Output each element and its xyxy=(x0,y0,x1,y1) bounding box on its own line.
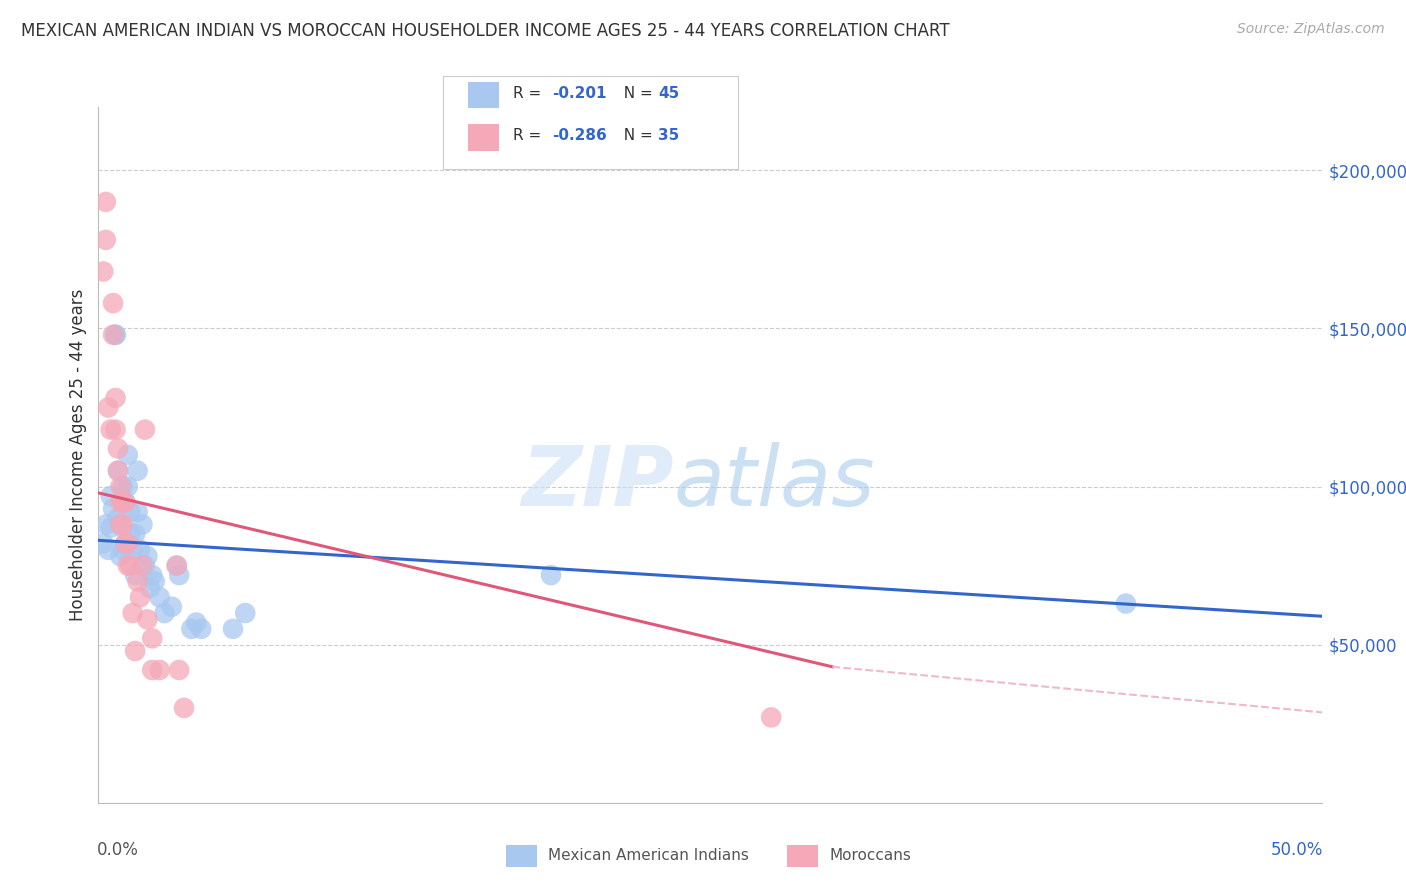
Point xyxy=(107,464,129,478)
Text: 35: 35 xyxy=(658,128,679,144)
Point xyxy=(167,663,190,677)
Point xyxy=(107,442,129,456)
Text: MEXICAN AMERICAN INDIAN VS MOROCCAN HOUSEHOLDER INCOME AGES 25 - 44 YEARS CORREL: MEXICAN AMERICAN INDIAN VS MOROCCAN HOUS… xyxy=(21,22,949,40)
Point xyxy=(121,542,143,557)
Point xyxy=(101,296,124,310)
Point xyxy=(134,423,156,437)
Point xyxy=(127,505,149,519)
Point xyxy=(143,574,166,589)
Point xyxy=(1115,597,1137,611)
Point xyxy=(114,536,136,550)
Point xyxy=(121,606,143,620)
Point xyxy=(540,568,562,582)
Point xyxy=(91,536,114,550)
Point xyxy=(131,558,153,573)
Point xyxy=(110,549,132,563)
Point xyxy=(149,591,172,605)
Text: Source: ZipAtlas.com: Source: ZipAtlas.com xyxy=(1237,22,1385,37)
Text: ZIP: ZIP xyxy=(520,442,673,524)
Point xyxy=(107,511,129,525)
Point xyxy=(110,479,132,493)
Text: atlas: atlas xyxy=(673,442,875,524)
Point xyxy=(100,423,122,437)
Point xyxy=(120,527,142,541)
Point xyxy=(94,194,117,209)
Y-axis label: Householder Income Ages 25 - 44 years: Householder Income Ages 25 - 44 years xyxy=(69,289,87,621)
Point xyxy=(111,542,134,557)
Point xyxy=(94,517,117,532)
Point xyxy=(97,401,120,415)
Point xyxy=(100,521,122,535)
Point xyxy=(233,606,256,620)
Point xyxy=(761,710,783,724)
Point xyxy=(141,663,163,677)
Point xyxy=(173,701,195,715)
Point xyxy=(101,327,124,342)
Point xyxy=(129,542,152,557)
Text: N =: N = xyxy=(614,128,658,144)
Point xyxy=(110,517,132,532)
Text: R =: R = xyxy=(513,128,547,144)
Point xyxy=(134,558,156,573)
Point xyxy=(100,489,122,503)
Point xyxy=(160,599,183,614)
Point xyxy=(114,536,136,550)
Point xyxy=(117,479,139,493)
Point xyxy=(129,591,152,605)
Point xyxy=(114,495,136,509)
Point xyxy=(153,606,176,620)
Text: R =: R = xyxy=(513,86,547,101)
Point xyxy=(107,464,129,478)
Point xyxy=(111,479,134,493)
Text: 45: 45 xyxy=(658,86,679,101)
Point xyxy=(94,233,117,247)
Point xyxy=(114,495,136,509)
Point xyxy=(104,327,127,342)
Point xyxy=(136,612,159,626)
Point xyxy=(136,549,159,563)
Point xyxy=(101,501,124,516)
Point xyxy=(111,517,134,532)
Point xyxy=(117,558,139,573)
Point xyxy=(166,558,188,573)
Point xyxy=(120,558,142,573)
Text: Moroccans: Moroccans xyxy=(830,848,911,863)
Point xyxy=(104,327,127,342)
Text: N =: N = xyxy=(614,86,658,101)
Point xyxy=(104,423,127,437)
Point xyxy=(117,448,139,462)
Point xyxy=(141,632,163,646)
Point xyxy=(166,558,188,573)
Point xyxy=(180,622,202,636)
Point xyxy=(124,568,146,582)
Point xyxy=(124,527,146,541)
Point xyxy=(186,615,208,630)
Text: 0.0%: 0.0% xyxy=(97,841,139,859)
Point xyxy=(124,644,146,658)
Point xyxy=(104,391,127,405)
Point xyxy=(110,495,132,509)
Point xyxy=(111,521,134,535)
Point xyxy=(91,264,114,278)
Text: -0.201: -0.201 xyxy=(553,86,607,101)
Point xyxy=(120,505,142,519)
Text: -0.286: -0.286 xyxy=(553,128,607,144)
Text: Mexican American Indians: Mexican American Indians xyxy=(548,848,749,863)
Point xyxy=(127,574,149,589)
Point xyxy=(149,663,172,677)
Text: 50.0%: 50.0% xyxy=(1271,841,1323,859)
Point xyxy=(222,622,245,636)
Point xyxy=(167,568,190,582)
Point xyxy=(190,622,212,636)
Point xyxy=(117,536,139,550)
Point xyxy=(139,581,162,595)
Point xyxy=(111,495,134,509)
Point xyxy=(110,517,132,532)
Point xyxy=(131,517,153,532)
Point xyxy=(141,568,163,582)
Point xyxy=(97,542,120,557)
Point xyxy=(127,464,149,478)
